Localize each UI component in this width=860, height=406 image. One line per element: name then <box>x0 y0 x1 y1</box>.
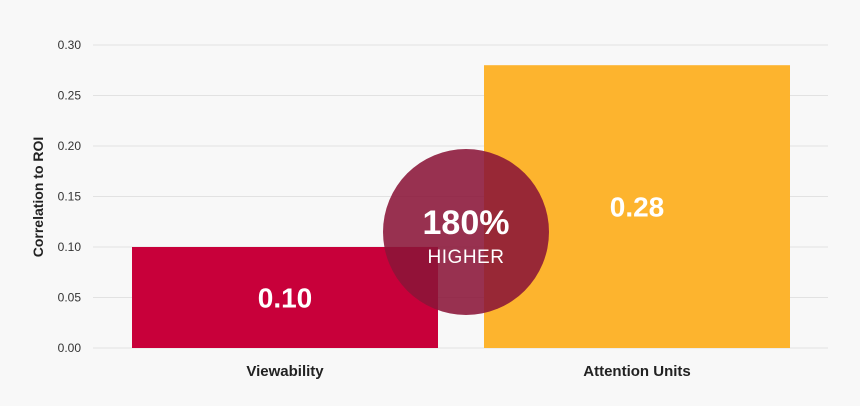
y-tick-label: 0.20 <box>58 139 82 153</box>
y-axis-label: Correlation to ROI <box>30 137 46 258</box>
higher-badge: 180% HIGHER <box>383 149 549 315</box>
y-tick-label: 0.30 <box>58 38 82 52</box>
category-label: Attention Units <box>583 363 690 380</box>
y-axis-ticks: 0.00 0.05 0.10 0.15 0.20 0.25 0.30 <box>58 38 82 355</box>
badge-text: HIGHER <box>428 247 505 268</box>
bar-value-label: 0.28 <box>610 192 665 223</box>
y-tick-label: 0.00 <box>58 341 82 355</box>
y-tick-label: 0.10 <box>58 240 82 254</box>
y-tick-label: 0.15 <box>58 190 82 204</box>
x-axis-labels: Viewability Attention Units <box>246 363 690 380</box>
y-tick-label: 0.25 <box>58 89 82 103</box>
category-label: Viewability <box>246 363 324 380</box>
badge-circle <box>383 149 549 315</box>
bar <box>132 247 438 348</box>
badge-percent: 180% <box>423 204 510 242</box>
y-tick-label: 0.05 <box>58 291 82 305</box>
bar-value-label: 0.10 <box>258 283 313 314</box>
